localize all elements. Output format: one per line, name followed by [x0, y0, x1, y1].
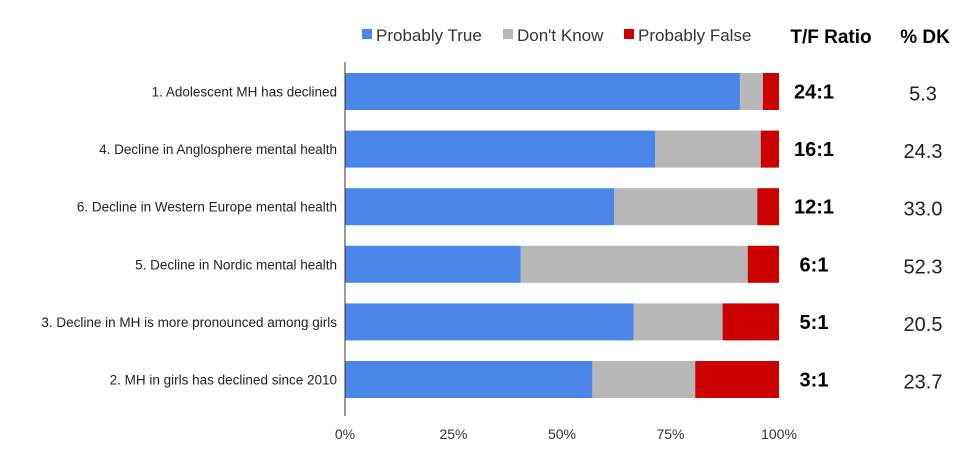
- x-tick-label-0: 0%: [335, 426, 355, 442]
- bar-segment-5-1: [592, 361, 696, 398]
- dk-value-4: 20.5: [904, 314, 943, 336]
- ratio-value-3: 6:1: [800, 254, 829, 276]
- bar-segment-5-2: [695, 361, 779, 398]
- bar-segment-0-0: [345, 73, 740, 110]
- ratio-value-0: 24:1: [794, 82, 834, 104]
- legend-label-0: Probably True: [376, 26, 482, 45]
- dk-value-1: 24.3: [904, 141, 943, 163]
- dk-value-5: 23.7: [904, 372, 943, 394]
- ratio-value-1: 16:1: [794, 139, 834, 161]
- bar-segment-5-0: [345, 361, 593, 398]
- x-tick-label-2: 50%: [548, 426, 576, 442]
- bar-segment-0-1: [739, 73, 763, 110]
- legend-label-1: Don't Know: [517, 26, 604, 45]
- category-label-2: 6. Decline in Western Europe mental heal…: [77, 200, 337, 215]
- dk-value-2: 33.0: [904, 199, 943, 221]
- dk-value-3: 52.3: [904, 256, 943, 278]
- bar-segment-0-2: [762, 73, 779, 110]
- bar-segment-4-0: [345, 303, 634, 341]
- bar-segment-2-1: [614, 188, 758, 226]
- extra-columns: 24:1 5.3 16:1 24.3 12:1 33.0 6:1 52.3 5:1 20.5 3:1…: [794, 82, 942, 394]
- ratio-column-header: T/F Ratio: [790, 27, 871, 48]
- legend-label-2: Probably False: [638, 26, 751, 45]
- x-axis-ticks: 0% 25% 50% 75% 100%: [335, 426, 797, 442]
- category-labels: 1. Adolescent MH has declined 4. Decline …: [41, 85, 337, 388]
- bar-segment-2-0: [345, 188, 615, 226]
- dk-value-0: 5.3: [909, 84, 937, 106]
- dk-column-header: % DK: [900, 27, 950, 48]
- ratio-value-4: 5:1: [800, 312, 829, 334]
- category-label-3: 5. Decline in Nordic mental health: [135, 257, 337, 272]
- bar-segment-1-2: [760, 130, 779, 168]
- category-label-0: 1. Adolescent MH has declined: [152, 85, 337, 100]
- ratio-value-5: 3:1: [800, 370, 829, 392]
- legend-swatch-1: [503, 29, 513, 39]
- legend: Probably True Don't Know Probably False: [362, 26, 751, 45]
- bar-segment-3-1: [520, 245, 748, 283]
- category-label-5: 2. MH in girls has declined since 2010: [110, 373, 337, 388]
- legend-swatch-0: [362, 29, 372, 39]
- legend-swatch-2: [624, 29, 634, 39]
- bar-segment-4-1: [633, 303, 723, 341]
- bar-segment-1-0: [345, 130, 656, 168]
- bars-group: [345, 73, 779, 398]
- x-tick-label-3: 75%: [656, 426, 684, 442]
- category-label-4: 3. Decline in MH is more pronounced amon…: [41, 315, 337, 330]
- ratio-value-2: 12:1: [794, 197, 834, 219]
- bar-segment-4-2: [722, 303, 779, 341]
- bar-segment-3-0: [345, 245, 521, 283]
- bar-segment-2-2: [757, 188, 779, 226]
- bar-segment-3-2: [747, 245, 779, 283]
- x-tick-label-4: 100%: [761, 426, 797, 442]
- x-tick-label-1: 25%: [439, 426, 467, 442]
- bar-segment-1-1: [655, 130, 761, 168]
- category-label-1: 4. Decline in Anglosphere mental health: [99, 142, 337, 157]
